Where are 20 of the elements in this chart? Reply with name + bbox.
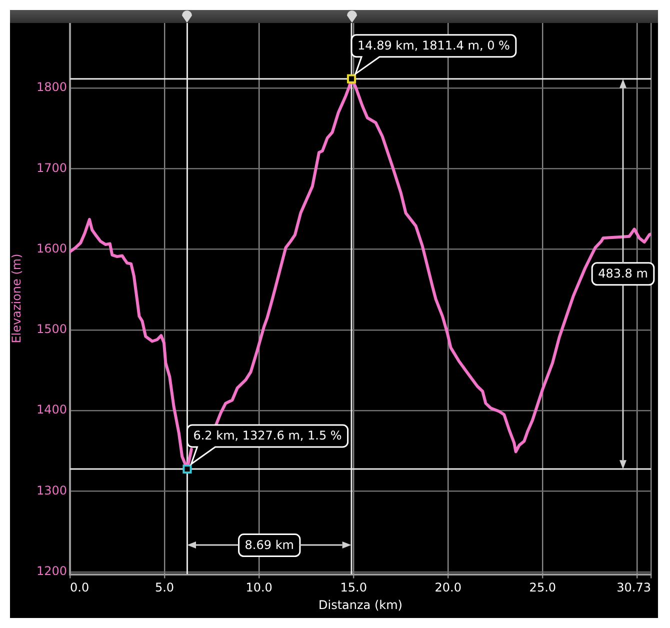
annotation: 8.69 km: [244, 538, 294, 552]
x-tick-label: 0.0: [70, 580, 90, 595]
x-tick-label: 25.0: [529, 580, 556, 595]
x-tick-label: 5.0: [154, 580, 174, 595]
x-tick-label: 20.0: [434, 580, 462, 595]
annotation: 6.2 km, 1327.6 m, 1.5 %: [193, 428, 342, 443]
y-tick-label: 1700: [36, 160, 67, 175]
y-tick-label: 1200: [36, 564, 67, 578]
x-tick-label: 10.0: [246, 580, 272, 595]
annotation: 483.8 m: [598, 266, 648, 281]
y-tick-label: 1600: [36, 241, 67, 256]
x-tick-label: 30.73: [616, 580, 651, 595]
y-tick-label: 1400: [36, 402, 67, 417]
y-tick-label: 1300: [36, 483, 67, 498]
annotation: 14.89 km, 1811.4 m, 0 %: [358, 38, 510, 52]
y-tick-label: 1800: [36, 80, 67, 94]
y-axis-title: Elevazione (m): [9, 254, 24, 344]
y-tick-label: 1500: [36, 322, 67, 336]
x-tick-label: 15.0: [340, 580, 367, 595]
x-axis-title: Distanza (km): [318, 598, 402, 612]
